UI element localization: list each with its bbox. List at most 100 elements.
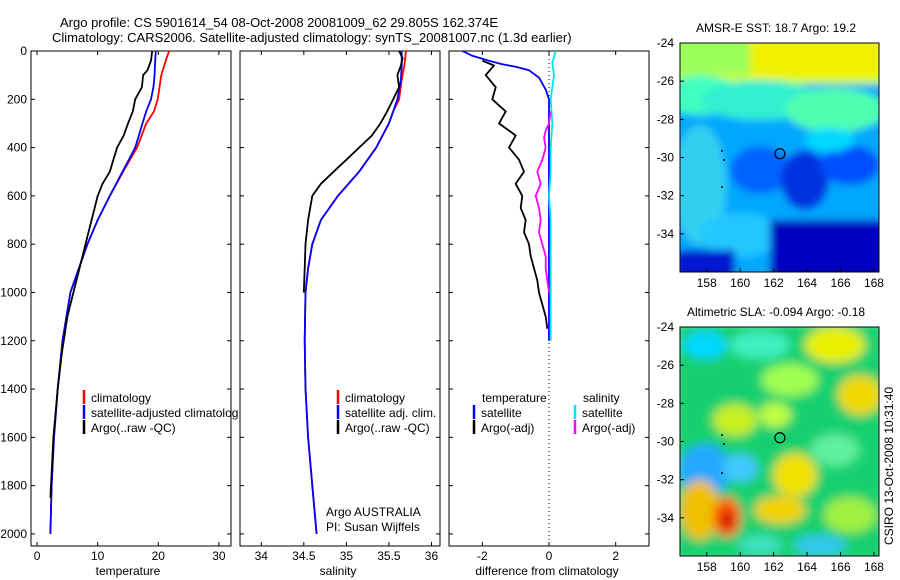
difference-series: [461, 50, 557, 341]
x-tick-label: 10: [91, 549, 105, 563]
map-y-tick-label: -34: [657, 227, 675, 241]
sla-heatmap: [680, 327, 879, 556]
figure-title-line1: Argo profile: CS 5901614_54 08-Oct-2008 …: [60, 15, 498, 30]
x-tick-label: 36: [425, 549, 439, 563]
difference-profile-panel: -2 0 2 difference from climatology tempera…: [448, 50, 650, 578]
series-line-climatology: [303, 50, 407, 534]
legend-label-climatology: climatology: [345, 391, 405, 405]
salinity-tick-labels: 34 34.5 35 35.5 36: [255, 51, 439, 563]
y-tick-label: 0: [20, 44, 27, 58]
series-line-climatology: [49, 50, 171, 534]
legend-label-argo: Argo(..raw -QC): [91, 421, 176, 435]
x-tick-label: 0: [34, 549, 41, 563]
series-line-argo-raw-qc: [49, 50, 154, 498]
coast-dot: [721, 186, 723, 188]
map-y-tick-label: -30: [657, 435, 675, 449]
coast-dot: [723, 159, 725, 161]
argo-location-marker: [774, 148, 786, 160]
map-x-tick-label: 164: [797, 276, 817, 290]
x-tick-label: -2: [477, 549, 488, 563]
depth-tick-labels: 0 200 400 600 800 1000 1200 1400 1600 1800 2000: [0, 44, 649, 541]
legend-label-satellite: satellite adj. clim.: [345, 406, 436, 420]
sst-heatmap: [680, 43, 879, 272]
temperature-plot-frame: [30, 50, 232, 547]
legend-label-temp-argo: Argo(-adj): [481, 421, 534, 435]
legend-header-salinity: salinity: [583, 391, 620, 405]
sst-map-title: AMSR-E SST: 18.7 Argo: 19.2: [696, 21, 856, 35]
salinity-series: [302, 50, 407, 534]
temperature-tick-labels: 0 10 20 30: [34, 51, 226, 563]
map-y-tick-label: -26: [657, 358, 675, 372]
argo-location-marker: [774, 432, 786, 444]
salinity-profile-panel: 34 34.5 35 35.5 36 salinity climatology sate…: [239, 50, 441, 578]
map-x-tick-label: 164: [797, 560, 817, 574]
principal-investigator-label: PI: Susan Wijffels: [326, 520, 420, 534]
map-y-tick-label: -24: [657, 36, 675, 50]
map-x-tick-label: 166: [831, 560, 851, 574]
coast-dot: [721, 472, 723, 474]
series-line-salinity-argo-adj: [534, 111, 552, 293]
map-x-tick-label: 166: [831, 276, 851, 290]
legend-label-climatology: climatology: [91, 391, 151, 405]
x-tick-label: 34.5: [292, 549, 316, 563]
x-tick-label: 0: [546, 549, 553, 563]
legend-label-temp-satellite: satellite: [481, 406, 522, 420]
map-x-tick-label: 160: [730, 560, 750, 574]
series-line-argo-raw-qc: [302, 50, 404, 293]
sla-map-panel: Altimetric SLA: -0.094 Argo: -0.18: [657, 305, 885, 574]
legend-label-argo: Argo(..raw -QC): [345, 421, 430, 435]
map-x-tick-label: 162: [764, 560, 784, 574]
salinity-plot-frame: [239, 50, 441, 547]
difference-tick-labels: -2 0 2: [477, 51, 619, 563]
salinity-legend: climatology satellite adj. clim. Argo(..…: [336, 390, 436, 435]
coast-dot: [721, 434, 723, 436]
map-y-tick-label: -28: [657, 112, 675, 126]
y-tick-label: 200: [7, 92, 27, 106]
map-x-tick-label: 160: [730, 276, 750, 290]
legend-label-satellite: satellite-adjusted climatolog: [91, 406, 238, 420]
sst-map-panel: AMSR-E SST: 18.7 Argo: 19.2 158: [657, 21, 885, 290]
map-y-tick-label: -32: [657, 473, 675, 487]
difference-axis-label: difference from climatology: [475, 564, 618, 578]
map-x-tick-label: 162: [764, 276, 784, 290]
y-tick-label: 1000: [0, 285, 27, 299]
map-x-tick-label: 168: [864, 276, 884, 290]
x-tick-label: 20: [152, 549, 166, 563]
temperature-series: [49, 50, 171, 534]
map-y-tick-label: -32: [657, 189, 675, 203]
series-line-satellite-adj-clim: [303, 51, 403, 534]
map-x-tick-label: 168: [864, 560, 884, 574]
sla-map-tick-labels: 158 160 162 164 166 168 -24 -26 -28 -30 -32 -34: [657, 320, 885, 574]
series-line-temperature-satellite: [461, 50, 550, 341]
y-tick-label: 800: [7, 237, 27, 251]
temperature-axis-label: temperature: [96, 564, 161, 578]
y-tick-label: 400: [7, 141, 27, 155]
legend-header-temperature: temperature: [482, 391, 547, 405]
y-tick-label: 1200: [0, 334, 27, 348]
coast-dot: [721, 150, 723, 152]
series-line-satellite-adjusted-climatology: [49, 50, 157, 534]
legend-label-sal-satellite: satellite: [582, 406, 623, 420]
map-y-tick-label: -28: [657, 396, 675, 410]
float-program-label: Argo AUSTRALIA: [326, 505, 421, 519]
map-y-tick-label: -30: [657, 151, 675, 165]
y-tick-label: 2000: [0, 527, 27, 541]
map-y-tick-label: -26: [657, 74, 675, 88]
sla-map-title: Altimetric SLA: -0.094 Argo: -0.18: [687, 305, 865, 319]
credit-timestamp: CSIRO 13-Oct-2008 10:31:40: [882, 387, 896, 545]
x-tick-label: 30: [212, 549, 226, 563]
temperature-legend: climatology satellite-adjusted climatolo…: [82, 390, 238, 435]
map-x-tick-label: 158: [697, 560, 717, 574]
map-y-tick-label: -24: [657, 320, 675, 334]
salinity-axis-label: salinity: [320, 564, 357, 578]
y-tick-label: 1400: [0, 382, 27, 396]
x-tick-label: 35: [340, 549, 354, 563]
difference-legend: temperature salinity satellite Argo(-adj…: [472, 391, 635, 435]
series-line-temperature-argo-adj: [481, 59, 549, 329]
x-tick-label: 2: [612, 549, 619, 563]
x-tick-label: 35.5: [377, 549, 401, 563]
y-tick-label: 600: [7, 189, 27, 203]
figure-title-line2: Climatology: CARS2006. Satellite-adjuste…: [52, 30, 572, 45]
